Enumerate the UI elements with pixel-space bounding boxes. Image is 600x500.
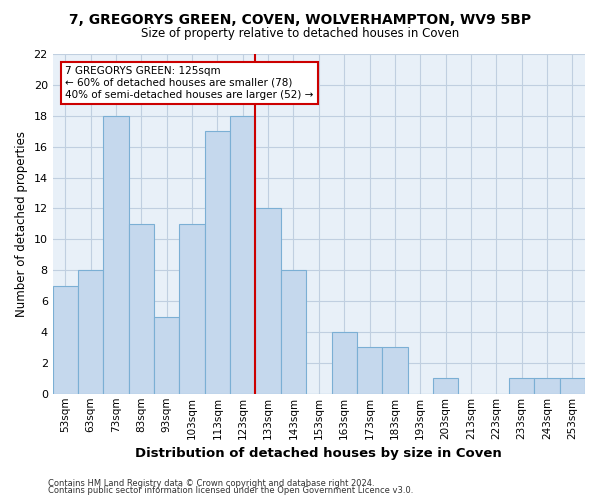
Bar (230, 116, 256, 394)
Text: 7, GREGORYS GREEN, COVEN, WOLVERHAMPTON, WV9 5BP: 7, GREGORYS GREEN, COVEN, WOLVERHAMPTON,… (69, 12, 531, 26)
Bar (433, 378, 458, 394)
Bar (103, 116, 129, 394)
Bar (256, 208, 281, 394)
Bar (53, 286, 78, 394)
Bar (535, 378, 560, 394)
Bar (154, 316, 179, 394)
Text: Contains public sector information licensed under the Open Government Licence v3: Contains public sector information licen… (48, 486, 413, 495)
Y-axis label: Number of detached properties: Number of detached properties (15, 131, 28, 317)
Bar (332, 332, 357, 394)
Text: Size of property relative to detached houses in Coven: Size of property relative to detached ho… (141, 28, 459, 40)
Bar (205, 131, 230, 394)
Bar (281, 270, 306, 394)
Bar (129, 224, 154, 394)
Bar (179, 224, 205, 394)
Bar (560, 378, 585, 394)
Bar (509, 378, 535, 394)
Bar (357, 348, 382, 394)
Bar (382, 348, 407, 394)
Text: 7 GREGORYS GREEN: 125sqm
← 60% of detached houses are smaller (78)
40% of semi-d: 7 GREGORYS GREEN: 125sqm ← 60% of detach… (65, 66, 314, 100)
Bar (78, 270, 103, 394)
X-axis label: Distribution of detached houses by size in Coven: Distribution of detached houses by size … (136, 447, 502, 460)
Text: Contains HM Land Registry data © Crown copyright and database right 2024.: Contains HM Land Registry data © Crown c… (48, 478, 374, 488)
